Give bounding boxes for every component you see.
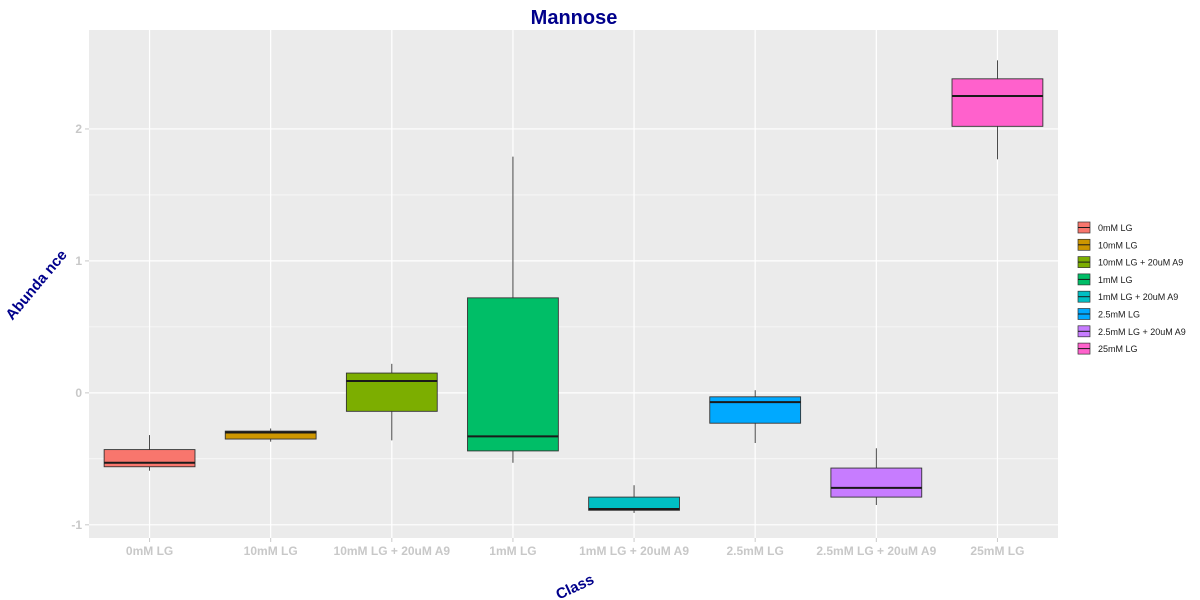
legend-item: 1mM LG	[1077, 273, 1133, 286]
box-body	[830, 467, 923, 498]
legend-item: 10mM LG + 20uM A9	[1077, 256, 1183, 268]
box-8	[951, 60, 1044, 160]
legend-item: 1mM LG + 20uM A9	[1077, 290, 1178, 303]
legend-label: 1mM LG	[1098, 275, 1133, 285]
legend-label: 0mM LG	[1098, 223, 1133, 233]
legend-label: 2.5mM LG + 20uM A9	[1098, 327, 1186, 337]
plot-panel: -1 0 1 2 0mM LG 10mM LG 10mM LG + 20uM A9 1mM L…	[71, 30, 1058, 558]
legend-label: 25mM LG	[1098, 344, 1138, 354]
x-tick-label: 2.5mM LG	[727, 544, 784, 558]
x-axis-title: Class	[553, 571, 596, 600]
box-6	[709, 390, 802, 443]
box-body	[345, 372, 438, 412]
legend-label: 10mM LG	[1098, 240, 1138, 250]
x-tick-label: 1mM LG	[489, 544, 536, 558]
box-3	[345, 363, 438, 441]
legend-item: 2.5mM LG + 20uM A9	[1077, 325, 1186, 338]
box-5	[588, 485, 680, 513]
chart-title: Mannose	[531, 7, 618, 29]
x-tick-label: 25mM LG	[970, 544, 1024, 558]
legend-label: 2.5mM LG	[1098, 310, 1140, 320]
box-body	[588, 496, 680, 511]
box-2	[224, 428, 317, 442]
y-axis-title: Abunda nce	[2, 247, 70, 324]
box-body	[224, 430, 317, 440]
legend-label: 10mM LG + 20uM A9	[1098, 258, 1183, 268]
x-tick-label: 10mM LG + 20uM A9	[334, 544, 451, 558]
x-tick-label: 0mM LG	[126, 544, 173, 558]
legend-item: 25mM LG	[1077, 342, 1138, 355]
legend-item: 10mM LG	[1077, 238, 1138, 251]
box-1	[103, 435, 196, 471]
y-tick-label: 1	[75, 254, 82, 268]
legend: 0mM LG 10mM LG 10mM LG + 20uM A9 1mM LG 1mM …	[1077, 221, 1186, 355]
y-tick-label: 2	[75, 122, 82, 136]
legend-label: 1mM LG + 20uM A9	[1098, 292, 1178, 302]
box-4	[467, 156, 559, 463]
x-tick-label: 1mM LG + 20uM A9	[579, 544, 689, 558]
panel-background	[89, 30, 1058, 538]
box-body	[951, 78, 1044, 127]
box-body	[467, 297, 559, 452]
x-tick-label: 2.5mM LG + 20uM A9	[816, 544, 936, 558]
legend-item: 0mM LG	[1077, 221, 1133, 234]
y-tick-label: 0	[75, 386, 82, 400]
y-tick-label: -1	[71, 518, 82, 532]
x-tick-label: 10mM LG	[244, 544, 298, 558]
box-body	[709, 396, 802, 424]
legend-item: 2.5mM LG	[1077, 308, 1140, 320]
box-body	[103, 449, 196, 468]
box-7	[830, 448, 923, 506]
